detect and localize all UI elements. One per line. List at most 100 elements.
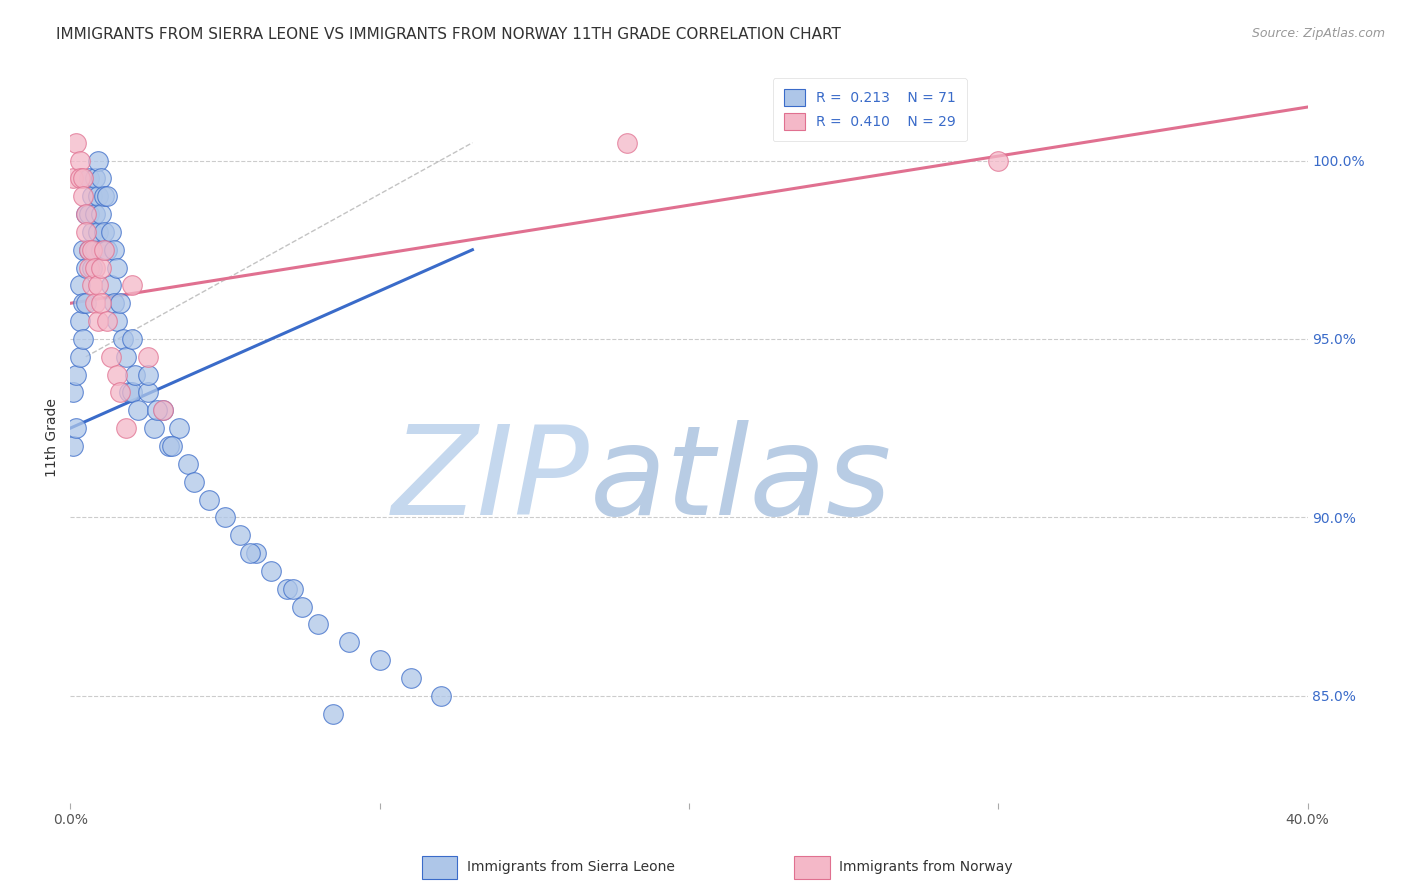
Point	[65, 421, 87, 435]
Point	[96, 314, 118, 328]
Point	[105, 260, 128, 275]
Point	[87, 153, 110, 168]
Point	[72, 171, 94, 186]
Point	[65, 136, 87, 150]
Point	[987, 153, 1010, 168]
Point	[177, 457, 200, 471]
Point	[90, 171, 112, 186]
Point	[152, 403, 174, 417]
Point	[368, 653, 391, 667]
Point	[62, 171, 84, 186]
Point	[162, 439, 184, 453]
Point	[80, 260, 103, 275]
Point	[77, 243, 100, 257]
Point	[84, 207, 107, 221]
Point	[121, 332, 143, 346]
Point	[214, 510, 236, 524]
Point	[337, 635, 360, 649]
Point	[103, 243, 125, 257]
Point	[69, 350, 91, 364]
Point	[108, 385, 131, 400]
Point	[90, 260, 112, 275]
Point	[65, 368, 87, 382]
Point	[136, 385, 159, 400]
Point	[96, 243, 118, 257]
Y-axis label: 11th Grade: 11th Grade	[45, 398, 59, 476]
Point	[167, 421, 190, 435]
Point	[80, 278, 103, 293]
Text: Immigrants from Sierra Leone: Immigrants from Sierra Leone	[467, 860, 675, 874]
Point	[399, 671, 422, 685]
Point	[115, 350, 138, 364]
Point	[84, 171, 107, 186]
Point	[127, 403, 149, 417]
Point	[93, 189, 115, 203]
Point	[100, 225, 122, 239]
Point	[111, 332, 134, 346]
Point	[77, 260, 100, 275]
Point	[136, 368, 159, 382]
Point	[80, 225, 103, 239]
Point	[84, 243, 107, 257]
Point	[105, 368, 128, 382]
Point	[96, 189, 118, 203]
Point	[90, 243, 112, 257]
Point	[291, 599, 314, 614]
Point	[77, 207, 100, 221]
Point	[115, 421, 138, 435]
Point	[100, 350, 122, 364]
Point	[77, 243, 100, 257]
Text: ZIP: ZIP	[392, 420, 591, 541]
Legend: R =  0.213    N = 71, R =  0.410    N = 29: R = 0.213 N = 71, R = 0.410 N = 29	[773, 78, 966, 141]
Point	[69, 278, 91, 293]
Text: IMMIGRANTS FROM SIERRA LEONE VS IMMIGRANTS FROM NORWAY 11TH GRADE CORRELATION CH: IMMIGRANTS FROM SIERRA LEONE VS IMMIGRAN…	[56, 27, 841, 42]
Point	[118, 385, 141, 400]
Point	[229, 528, 252, 542]
Point	[75, 296, 97, 310]
Point	[75, 225, 97, 239]
Point	[146, 403, 169, 417]
Point	[103, 296, 125, 310]
Point	[69, 171, 91, 186]
Point	[157, 439, 180, 453]
Point	[75, 207, 97, 221]
Point	[616, 136, 638, 150]
Point	[87, 314, 110, 328]
Point	[77, 171, 100, 186]
Point	[90, 207, 112, 221]
Point	[80, 243, 103, 257]
Point	[322, 706, 344, 721]
Point	[281, 582, 304, 596]
Point	[90, 296, 112, 310]
Point	[93, 225, 115, 239]
Point	[108, 296, 131, 310]
Point	[69, 153, 91, 168]
Text: Immigrants from Norway: Immigrants from Norway	[839, 860, 1012, 874]
Text: Source: ZipAtlas.com: Source: ZipAtlas.com	[1251, 27, 1385, 40]
Point	[121, 385, 143, 400]
Point	[75, 207, 97, 221]
Point	[100, 278, 122, 293]
Point	[183, 475, 205, 489]
Point	[62, 439, 84, 453]
Point	[198, 492, 221, 507]
Point	[105, 314, 128, 328]
Point	[136, 350, 159, 364]
Point	[152, 403, 174, 417]
Point	[124, 368, 146, 382]
Point	[84, 260, 107, 275]
Point	[72, 243, 94, 257]
Point	[121, 278, 143, 293]
Point	[239, 546, 262, 560]
Point	[84, 296, 107, 310]
Point	[93, 243, 115, 257]
Point	[87, 189, 110, 203]
Point	[72, 332, 94, 346]
Point	[276, 582, 298, 596]
Point	[69, 314, 91, 328]
Point	[72, 296, 94, 310]
Point	[80, 189, 103, 203]
Point	[307, 617, 329, 632]
Point	[87, 278, 110, 293]
Point	[87, 225, 110, 239]
